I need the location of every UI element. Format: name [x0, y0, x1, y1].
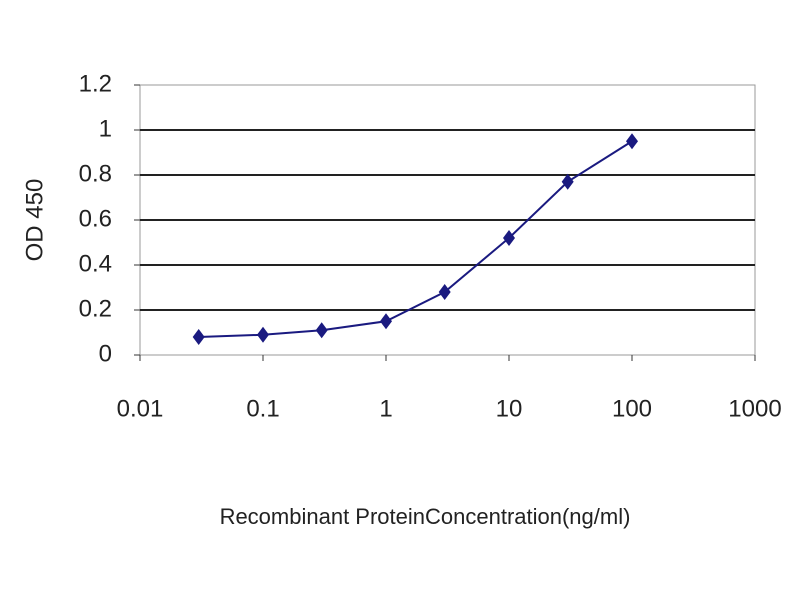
- y-tick-label: 0.4: [79, 250, 112, 277]
- data-point: [503, 230, 515, 246]
- x-tick-label: 1000: [728, 395, 781, 422]
- data-line: [198, 140, 633, 338]
- y-axis-label: OD 450: [21, 179, 48, 262]
- data-point: [257, 326, 269, 343]
- x-tick-label: 100: [612, 395, 652, 422]
- y-tick-label: 0.6: [79, 205, 112, 232]
- x-axis-label: Recombinant ProteinConcentration(ng/ml): [220, 504, 631, 529]
- data-point: [315, 322, 328, 339]
- data-point: [438, 284, 451, 300]
- x-tick-label: 1: [379, 395, 392, 422]
- y-tick-label: 0: [99, 340, 112, 367]
- y-tick-label: 1.2: [79, 70, 112, 97]
- y-tick-label: 0.2: [79, 295, 112, 322]
- x-tick-label: 0.1: [246, 395, 279, 422]
- y-tick-label: 1: [99, 115, 112, 142]
- data-point: [380, 313, 392, 330]
- y-tick-label: 0.8: [79, 160, 112, 187]
- data-point: [561, 173, 574, 190]
- data-point: [192, 329, 205, 345]
- x-tick-label: 0.01: [117, 395, 164, 422]
- data-point: [626, 133, 638, 150]
- x-tick-label: 10: [496, 395, 523, 422]
